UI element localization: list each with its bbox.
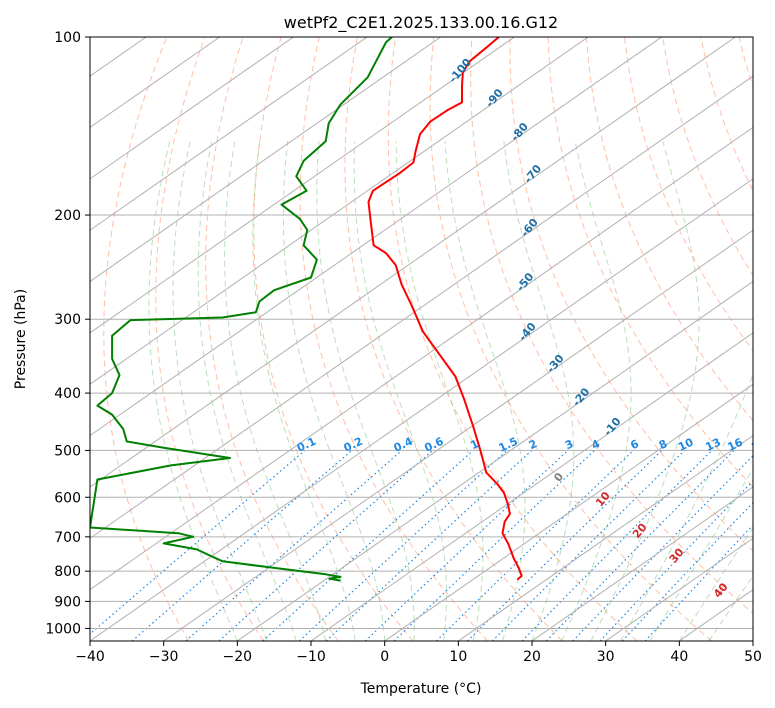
y-tick-label: 900: [54, 594, 81, 610]
dewpoint-profile-line: [90, 37, 393, 582]
y-tick-label: 300: [54, 312, 81, 328]
x-axis: −40 −30 −20 −10 0 10 20 30 40 50: [75, 641, 762, 665]
isotherm-line: [90, 37, 662, 437]
pressure-gridlines: [90, 37, 753, 629]
mixing-ratio-line: [521, 449, 713, 641]
y-tick-label: 500: [54, 443, 81, 459]
mixing-ratio-line: [572, 454, 753, 641]
isotherm-line: [163, 229, 753, 641]
y-tick-label: 1000: [45, 621, 81, 637]
x-tick-label: 50: [744, 649, 762, 665]
dry-adiabat: [387, 37, 638, 641]
y-tick-label: 100: [54, 30, 81, 46]
isotherm-line: [310, 332, 753, 641]
x-tick-label: 30: [597, 649, 615, 665]
y-tick-label: 400: [54, 386, 81, 402]
dry-adiabat: [344, 37, 563, 641]
x-axis-label: Temperature (°C): [360, 681, 482, 697]
mixing-ratio-line: [393, 449, 595, 641]
mixing-ratio-line: [185, 449, 403, 641]
isotherm-line: [458, 434, 753, 641]
y-tick-label: 700: [54, 530, 81, 546]
isotherm-line: [531, 486, 753, 641]
mixing-ratio-label: 10: [676, 435, 696, 453]
series-layer: [90, 37, 523, 582]
isotherm-line: [90, 126, 753, 591]
y-axis-label: Pressure (hPa): [13, 289, 29, 389]
mixing-ratio-line: [90, 449, 306, 635]
y-tick-label: 200: [54, 208, 81, 224]
mixing-ratio-label: 20: [750, 435, 770, 453]
isotherm-line: [90, 37, 294, 180]
x-tick-label: −10: [296, 649, 326, 665]
dry-adiabat: [470, 37, 753, 615]
isotherm-line: [90, 37, 736, 488]
mixing-ratio-lines: [90, 449, 753, 641]
y-axis: 100 200 300 400 500 600 700 800 900 1000: [45, 30, 90, 637]
x-tick-label: 10: [449, 649, 467, 665]
isotherm-lines: [90, 37, 753, 641]
isotherm-line: [237, 280, 753, 641]
x-tick-label: −40: [75, 649, 105, 665]
mixing-ratio-line: [545, 449, 735, 641]
mixing-ratio-line: [621, 501, 753, 641]
y-tick-label: 800: [54, 564, 81, 580]
x-tick-label: −30: [149, 649, 179, 665]
x-tick-label: 0: [380, 649, 389, 665]
x-tick-label: 20: [523, 649, 541, 665]
isotherm-line: [90, 75, 753, 539]
mixing-ratio-label: 16: [726, 435, 746, 453]
isotherm-line: [90, 178, 753, 641]
x-tick-label: 40: [670, 649, 688, 665]
dry-adiabat: [103, 37, 190, 641]
dry-adiabat: [509, 37, 753, 552]
y-tick-label: 600: [54, 490, 81, 506]
mixing-ratio-label: 13: [703, 436, 722, 454]
mixing-ratio-line: [218, 449, 433, 641]
mixing-ratio-line: [435, 449, 634, 641]
isotherm-line: [90, 37, 368, 231]
mixing-ratio-line: [325, 449, 533, 641]
dry-adiabat: [585, 37, 753, 422]
isotherm-line: [90, 37, 441, 283]
plot-frame: [89, 36, 754, 642]
temperature-profile-line: [367, 37, 523, 581]
isotherm-line: [90, 37, 589, 385]
mixing-ratio-line: [364, 449, 569, 641]
isotherm-line: [605, 537, 753, 641]
dry-adiabat: [155, 37, 264, 641]
mixing-ratio-line: [599, 480, 753, 641]
plot-area: -100-90-80-70-60-50-40-30-20-100.1 0.2 0.4…: [90, 37, 770, 641]
isotherm-line: [384, 383, 753, 641]
dry-adiabat: [299, 37, 488, 641]
isotherm-line: [90, 37, 515, 334]
x-tick-label: −20: [223, 649, 253, 665]
dry-adiabat: [205, 37, 339, 641]
chart-title: wetPf2_C2E1.2025.133.00.16.G12: [284, 13, 558, 33]
mixing-ratio-line: [644, 524, 753, 641]
